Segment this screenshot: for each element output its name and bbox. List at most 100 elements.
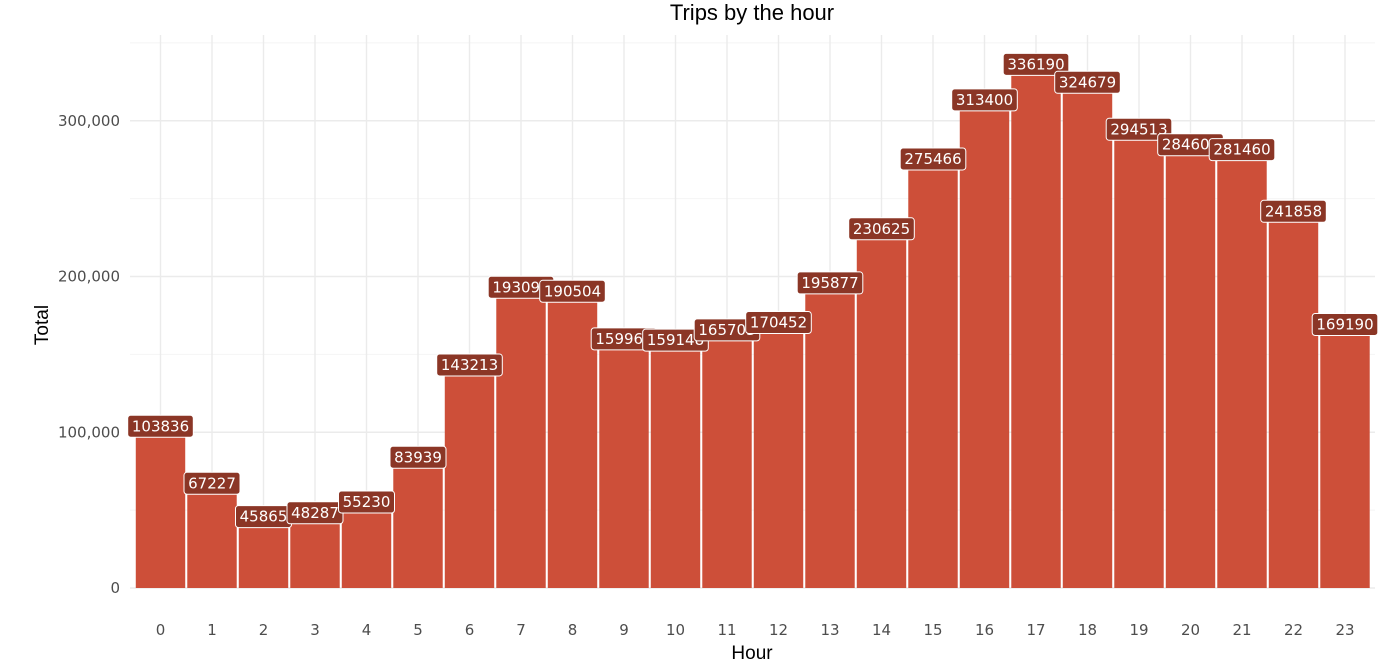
data-label-box (127, 414, 194, 438)
bar (1114, 129, 1164, 588)
x-tick-label: 7 (516, 621, 526, 639)
y-axis-title: Total (32, 305, 53, 345)
data-label-box (338, 490, 395, 514)
bar (753, 322, 804, 588)
x-tick-label: 5 (413, 621, 423, 639)
x-tick-label: 8 (568, 621, 578, 639)
data-label: 241858 (1265, 202, 1322, 220)
data-label: 170452 (750, 314, 807, 332)
data-label: 143213 (441, 356, 498, 374)
x-tick-label: 15 (923, 621, 942, 639)
x-tick-label: 1 (207, 621, 217, 639)
bar (908, 158, 958, 588)
x-axis-ticks: 0 1 2 3 4 5 6 7 8 9 10 11 12 13 14 15 16 17 18 19 20 21 22 23 (156, 621, 1355, 639)
chart-title: Trips by the hour (670, 0, 834, 25)
data-label: 336190 (1007, 55, 1064, 73)
data-label: 190504 (544, 282, 601, 300)
x-tick-label: 10 (666, 621, 685, 639)
data-label: 324679 (1059, 73, 1116, 91)
data-label-box (1002, 52, 1070, 76)
data-label-box (1208, 138, 1276, 162)
y-tick-label: 300,000 (58, 112, 120, 130)
bar (1011, 64, 1061, 588)
data-label: 83939 (394, 448, 442, 466)
data-label: 67227 (188, 474, 236, 492)
data-label: 281460 (1213, 141, 1270, 159)
x-tick-label: 6 (465, 621, 475, 639)
data-label-box (1260, 199, 1327, 223)
data-label: 193094 (492, 278, 549, 296)
x-tick-label: 13 (820, 621, 839, 639)
data-label-box (848, 217, 915, 241)
data-label: 103836 (132, 417, 189, 435)
x-tick-label: 20 (1181, 621, 1200, 639)
x-tick-label: 19 (1129, 621, 1148, 639)
data-label-box (745, 311, 812, 335)
data-label: 159148 (647, 331, 704, 349)
bar (702, 329, 752, 588)
bar (135, 426, 186, 588)
data-label: 165703 (698, 321, 755, 339)
bar (547, 291, 598, 588)
y-tick-label: 0 (110, 579, 120, 597)
x-tick-label: 4 (362, 621, 372, 639)
bar (1217, 149, 1267, 589)
y-axis-ticks: 0 100,000 200,000 300,000 (58, 112, 120, 597)
data-label: 48287 (291, 504, 339, 522)
data-label: 313400 (956, 91, 1013, 109)
x-tick-label: 11 (717, 621, 736, 639)
data-label: 195877 (801, 274, 858, 292)
x-tick-label: 23 (1335, 621, 1354, 639)
bar (444, 364, 495, 588)
data-label-box (1311, 312, 1379, 336)
data-label: 159967 (595, 330, 652, 348)
x-tick-label: 16 (975, 621, 994, 639)
data-label-box (951, 88, 1018, 112)
bar (805, 282, 855, 588)
y-tick-label: 100,000 (58, 423, 120, 441)
x-tick-label: 14 (872, 621, 891, 639)
data-label: 294513 (1110, 120, 1167, 138)
bar (238, 516, 289, 588)
x-tick-label: 22 (1284, 621, 1303, 639)
x-tick-label: 18 (1078, 621, 1097, 639)
data-label-box (539, 279, 606, 303)
bar (856, 228, 907, 588)
data-label: 169190 (1316, 315, 1373, 333)
data-label: 284604 (1162, 136, 1219, 154)
bar (1062, 82, 1113, 589)
bar (599, 338, 649, 588)
bars (135, 64, 1370, 589)
bar (496, 287, 546, 588)
bar (959, 99, 1010, 588)
x-tick-label: 3 (310, 621, 320, 639)
data-label-box (436, 353, 503, 377)
data-label-box (899, 147, 967, 171)
x-tick-label: 0 (156, 621, 166, 639)
bar (187, 483, 237, 588)
bar (341, 501, 392, 588)
bar (393, 457, 443, 588)
data-label-box (1105, 117, 1173, 141)
x-tick-label: 2 (259, 621, 269, 639)
bar (650, 340, 701, 588)
y-tick-label: 200,000 (58, 268, 120, 286)
data-label: 45865 (240, 508, 288, 526)
data-label-box (1054, 70, 1121, 94)
x-axis-title: Hour (731, 643, 773, 664)
x-tick-label: 12 (769, 621, 788, 639)
x-tick-label: 9 (619, 621, 629, 639)
data-label: 55230 (343, 493, 391, 511)
x-tick-label: 17 (1026, 621, 1045, 639)
data-label-box (796, 271, 864, 295)
bar (1320, 324, 1370, 588)
x-tick-label: 21 (1232, 621, 1251, 639)
bar (1165, 144, 1216, 589)
data-label: 275466 (904, 150, 961, 168)
bar (290, 512, 340, 588)
data-label-box (183, 471, 241, 495)
data-label: 230625 (853, 220, 910, 238)
bar (1268, 211, 1319, 589)
